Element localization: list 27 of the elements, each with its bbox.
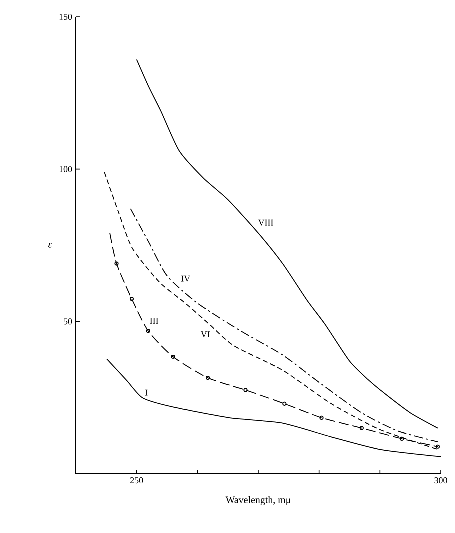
point bbox=[436, 444, 440, 449]
series-label: III bbox=[150, 318, 158, 324]
series-label: IV bbox=[181, 276, 190, 282]
y-tick-label: 150 bbox=[60, 14, 72, 20]
series-label: I bbox=[145, 390, 148, 396]
line-series bbox=[136, 59, 438, 429]
point bbox=[320, 416, 324, 420]
y-tick-label: 100 bbox=[60, 166, 72, 172]
y-tick-label: 50 bbox=[64, 318, 72, 325]
x-tick-label: 250 bbox=[130, 478, 144, 484]
point bbox=[171, 354, 176, 360]
point bbox=[400, 436, 404, 442]
line-series bbox=[104, 172, 438, 450]
point bbox=[360, 426, 364, 430]
line-series bbox=[130, 208, 438, 442]
point bbox=[282, 402, 287, 406]
point bbox=[114, 262, 119, 266]
series-label: VIII bbox=[258, 220, 274, 226]
point bbox=[146, 329, 150, 334]
point bbox=[206, 376, 210, 380]
x-tick-label: 300 bbox=[434, 478, 448, 484]
y-axis-title: ε bbox=[48, 243, 52, 248]
x-axis-title: Wavelength, mμ bbox=[226, 496, 291, 506]
line-series bbox=[106, 358, 442, 458]
point bbox=[244, 388, 248, 392]
point bbox=[130, 297, 134, 302]
series-label: VI bbox=[200, 332, 210, 338]
